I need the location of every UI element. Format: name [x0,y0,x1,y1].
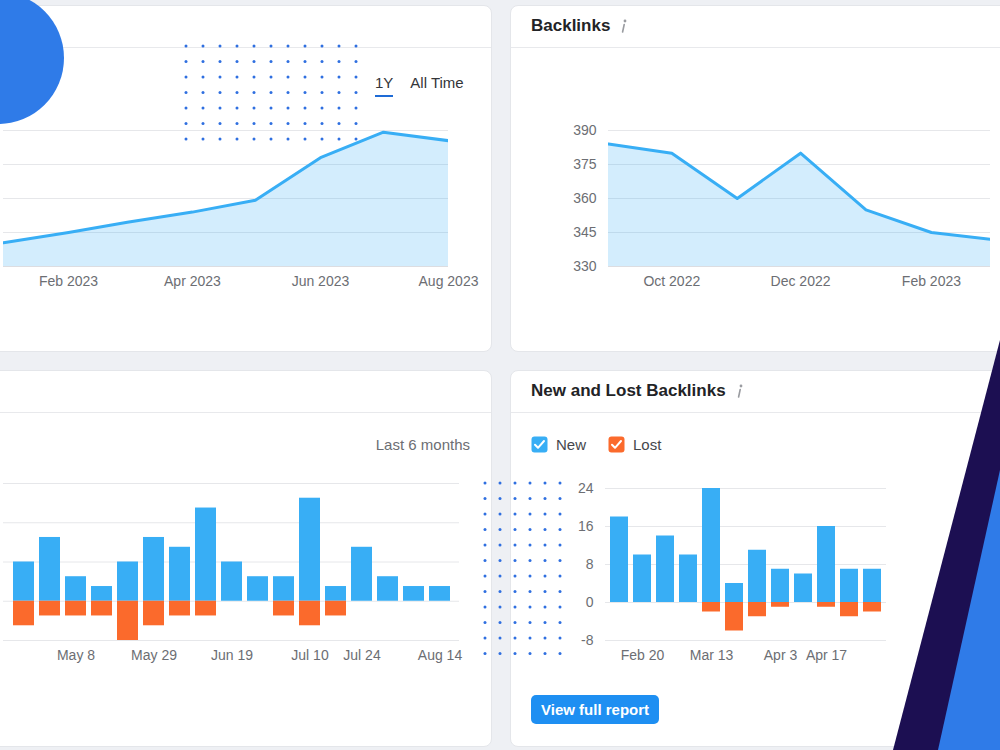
svg-text:Jul 10: Jul 10 [291,647,329,663]
svg-text:Jun 2023: Jun 2023 [292,273,350,289]
svg-text:345: 345 [573,224,597,240]
svg-text:Feb 2023: Feb 2023 [902,273,961,289]
svg-text:Oct 2022: Oct 2022 [643,273,700,289]
svg-text:Feb 20: Feb 20 [621,647,665,663]
svg-text:Aug 2023: Aug 2023 [419,273,479,289]
svg-text:-8: -8 [581,632,594,648]
svg-text:Mar 13: Mar 13 [690,647,734,663]
svg-text:Apr 3: Apr 3 [764,647,798,663]
html-text:1Y: 1Y [375,74,394,91]
svg-text:May 8: May 8 [57,647,95,663]
html-text:New: New [556,436,586,453]
html-text:View full report: View full report [541,701,650,718]
html-text:All Time: All Time [410,74,464,91]
svg-text:0: 0 [586,594,594,610]
svg-text:375: 375 [573,156,597,172]
svg-text:330: 330 [573,258,597,274]
svg-text:390: 390 [573,122,597,138]
html-text:Last 6 months: Last 6 months [375,436,470,453]
svg-text:16: 16 [578,518,594,534]
svg-text:Jun 19: Jun 19 [211,647,253,663]
svg-text:Apr 2023: Apr 2023 [164,273,221,289]
html-text:Lost: Lost [633,436,662,453]
svg-text:May 29: May 29 [131,647,177,663]
svg-text:Jul 24: Jul 24 [343,647,381,663]
svg-text:24: 24 [578,480,594,496]
svg-text:360: 360 [573,190,597,206]
svg-text:Feb 2023: Feb 2023 [39,273,98,289]
svg-text:Aug 14: Aug 14 [418,647,463,663]
html-text:Backlinks: Backlinks [531,16,611,35]
svg-text:8: 8 [586,556,594,572]
html-text:New and Lost Backlinks: New and Lost Backlinks [531,381,726,400]
svg-text:Dec 2022: Dec 2022 [771,273,831,289]
svg-text:Apr 17: Apr 17 [806,647,847,663]
